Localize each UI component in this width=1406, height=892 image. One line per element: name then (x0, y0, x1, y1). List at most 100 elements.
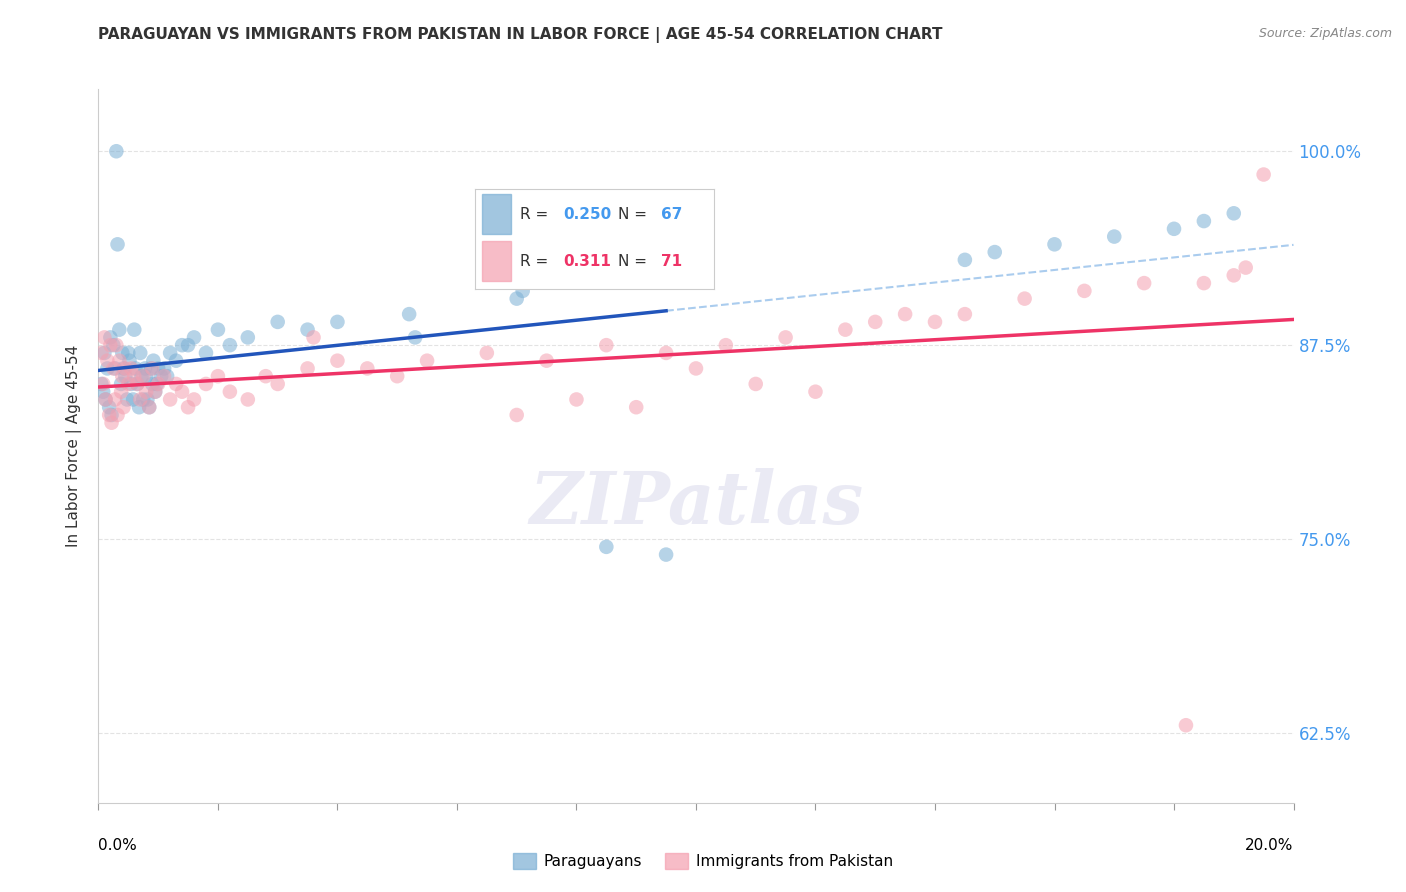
Text: 0.0%: 0.0% (98, 838, 138, 854)
Point (1043, 237, 1066, 252)
Point (1014, 292, 1036, 306)
Point (117, 346, 139, 360)
Point (1222, 206, 1246, 220)
Point (111, 369, 134, 384)
Point (114, 361, 136, 376)
Text: PARAGUAYAN VS IMMIGRANTS FROM PAKISTAN IN LABOR FORCE | AGE 45-54 CORRELATION CH: PARAGUAYAN VS IMMIGRANTS FROM PAKISTAN I… (98, 27, 943, 43)
Point (98, 408, 121, 422)
Point (404, 330, 426, 344)
Point (219, 384, 242, 399)
Point (108, 323, 131, 337)
Point (356, 361, 378, 376)
Point (153, 369, 176, 384)
Point (297, 361, 319, 376)
Text: R =: R = (520, 253, 558, 268)
Point (120, 376, 142, 391)
Point (90, 346, 112, 360)
Point (159, 346, 181, 360)
Point (655, 548, 678, 562)
Text: N =: N = (619, 207, 652, 221)
Point (111, 346, 134, 360)
Text: 67: 67 (661, 207, 683, 221)
Point (1253, 168, 1275, 182)
Point (195, 376, 218, 391)
Point (118, 353, 141, 368)
Point (142, 353, 165, 368)
Point (110, 384, 132, 399)
Point (135, 369, 157, 384)
Point (475, 346, 498, 360)
Point (129, 346, 152, 360)
Point (195, 346, 218, 360)
Point (1175, 718, 1198, 732)
Point (98, 401, 121, 415)
Point (506, 408, 529, 422)
Point (104, 392, 127, 407)
Point (595, 338, 617, 352)
Point (134, 361, 156, 376)
Text: 0.250: 0.250 (564, 207, 612, 221)
Point (112, 361, 135, 376)
Point (1222, 268, 1246, 283)
Point (138, 401, 160, 415)
Point (512, 284, 534, 298)
Point (128, 401, 150, 415)
Text: R =: R = (520, 207, 554, 221)
Point (1133, 276, 1156, 290)
Point (1234, 260, 1257, 275)
Point (91, 376, 114, 391)
Point (94, 392, 117, 407)
Point (385, 369, 409, 384)
Point (100, 416, 122, 430)
Point (302, 330, 325, 344)
Point (183, 330, 205, 344)
Point (146, 376, 169, 391)
Point (115, 392, 138, 407)
Text: 0.311: 0.311 (564, 253, 612, 268)
Text: 20.0%: 20.0% (1246, 838, 1294, 854)
Point (91, 384, 114, 399)
Point (141, 361, 163, 376)
Point (96, 353, 118, 368)
Point (100, 408, 122, 422)
Point (506, 292, 529, 306)
Point (108, 353, 131, 368)
Point (863, 315, 887, 329)
Point (536, 353, 558, 368)
Point (117, 376, 139, 391)
Point (207, 369, 229, 384)
Point (107, 237, 129, 252)
Point (122, 392, 145, 407)
Point (132, 369, 155, 384)
Point (150, 369, 173, 384)
Point (129, 392, 152, 407)
Point (1192, 276, 1215, 290)
Point (93, 346, 115, 360)
Point (100, 330, 122, 344)
Point (124, 369, 146, 384)
Point (165, 376, 187, 391)
Legend: Paraguayans, Immigrants from Pakistan: Paraguayans, Immigrants from Pakistan (508, 847, 898, 875)
Point (984, 245, 1007, 260)
Point (112, 401, 135, 415)
Point (1102, 229, 1125, 244)
Point (148, 361, 170, 376)
Point (953, 252, 976, 267)
Point (135, 384, 157, 399)
Point (953, 307, 976, 321)
Point (100, 338, 122, 352)
Point (136, 392, 159, 407)
Point (124, 361, 146, 376)
Point (714, 338, 737, 352)
Point (626, 401, 648, 415)
Point (105, 338, 128, 352)
Point (148, 376, 170, 391)
Point (1163, 222, 1185, 236)
Text: Source: ZipAtlas.com: Source: ZipAtlas.com (1258, 27, 1392, 40)
Point (110, 376, 132, 391)
Point (120, 361, 142, 376)
Point (94, 392, 117, 407)
Point (297, 323, 319, 337)
Text: N =: N = (619, 253, 652, 268)
Point (595, 540, 617, 554)
